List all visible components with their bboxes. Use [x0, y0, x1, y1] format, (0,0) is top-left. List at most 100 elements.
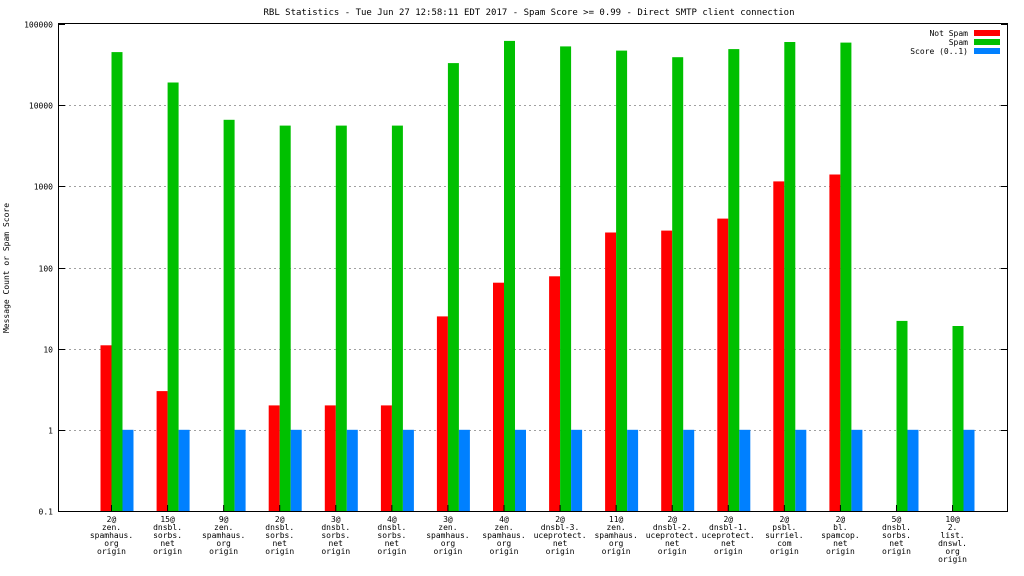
x-category-label: zen.	[214, 523, 233, 532]
bar-score-0-1	[683, 429, 695, 511]
bar-spam	[391, 125, 403, 511]
bar-spam	[728, 49, 740, 511]
legend-label: Score (0..1)	[910, 47, 968, 56]
y-tick-label: 10000	[29, 102, 53, 111]
x-category-label: list.	[941, 531, 965, 540]
x-category-label: psbl.	[772, 523, 796, 532]
x-category-label: origin	[490, 547, 519, 556]
bar-score-0-1	[571, 429, 583, 511]
bar-spam	[784, 42, 796, 511]
bar-score-0-1	[402, 429, 414, 511]
x-category-label: sorbs.	[882, 531, 911, 540]
bar-not-spam	[436, 316, 448, 511]
bar-score-0-1	[458, 429, 470, 511]
x-category-label: origin	[377, 547, 406, 556]
bar-score-0-1	[739, 429, 751, 511]
x-category-label: 3@	[443, 515, 453, 524]
bar-spam	[952, 326, 964, 511]
bar-not-spam	[829, 174, 841, 511]
y-tick-label: 0.1	[39, 508, 54, 517]
x-category-label: 2@	[275, 515, 285, 524]
x-category-label: spamhaus.	[594, 531, 637, 540]
legend-label: Spam	[949, 38, 968, 47]
x-category-label: 2@	[107, 515, 117, 524]
x-category-label: net	[889, 539, 904, 548]
bars-layer	[100, 40, 975, 512]
legend-label: Not Spam	[929, 29, 968, 38]
x-category-label: bl.	[833, 523, 847, 532]
y-tick-label: 100	[39, 265, 54, 274]
x-category-label: origin	[433, 547, 462, 556]
plot-frame	[58, 23, 1008, 512]
bar-score-0-1	[178, 429, 190, 511]
bar-not-spam	[380, 405, 392, 511]
x-category-label: origin	[882, 547, 911, 556]
bar-not-spam	[156, 391, 168, 511]
x-category-label: 2@	[723, 515, 733, 524]
x-category-label: net	[553, 539, 568, 548]
x-category-label: dnsbl-3.	[541, 523, 580, 532]
x-category-label: 4@	[387, 515, 397, 524]
x-category-label: sorbs.	[265, 531, 294, 540]
x-category-label: org	[216, 539, 231, 548]
y-tick-label: 1	[48, 427, 53, 436]
x-category-label: 4@	[499, 515, 509, 524]
x-category-label: zen.	[438, 523, 457, 532]
x-category-label: surriel.	[765, 531, 804, 540]
bar-score-0-1	[795, 429, 807, 511]
bar-spam	[447, 63, 459, 511]
x-category-label: sorbs.	[153, 531, 182, 540]
x-category-label: dnsbl-2.	[653, 523, 692, 532]
x-category-label: uceprotect.	[534, 531, 587, 540]
bar-not-spam	[324, 405, 336, 511]
bar-spam	[616, 50, 628, 511]
x-category-label: spamcop.	[821, 531, 860, 540]
x-category-label: spamhaus.	[90, 531, 133, 540]
bar-spam	[335, 125, 347, 511]
bar-not-spam	[773, 181, 785, 511]
bar-not-spam	[100, 345, 112, 511]
bar-not-spam	[605, 232, 617, 511]
x-category-label: sorbs.	[321, 531, 350, 540]
bar-not-spam	[717, 218, 729, 511]
x-category-label: dnsbl.	[321, 523, 350, 532]
y-tick-label: 10	[43, 346, 53, 355]
x-category-label: org	[497, 539, 512, 548]
x-category-label: origin	[321, 547, 350, 556]
x-category-label: zen.	[606, 523, 625, 532]
chart-title: RBL Statistics - Tue Jun 27 12:58:11 EDT…	[263, 8, 794, 18]
x-category-label: dnsbl.	[882, 523, 911, 532]
x-category-label: dnsbl.	[153, 523, 182, 532]
x-category-label: uceprotect.	[646, 531, 699, 540]
bar-score-0-1	[122, 429, 134, 511]
bar-spam	[672, 57, 684, 511]
bar-score-0-1	[290, 429, 302, 511]
bar-not-spam	[268, 405, 280, 511]
x-category-label: origin	[770, 547, 799, 556]
x-category-label: origin	[714, 547, 743, 556]
x-category-label: origin	[658, 547, 687, 556]
x-category-label: 15@	[160, 515, 175, 524]
x-category-label: net	[721, 539, 736, 548]
x-category-label: origin	[153, 547, 182, 556]
x-category-label: net	[272, 539, 287, 548]
x-category-label: dnsbl.	[265, 523, 294, 532]
bar-spam	[560, 46, 572, 512]
x-category-label: org	[609, 539, 624, 548]
x-labels-layer: 2@zen.spamhaus.orgorigin15@dnsbl.sorbs.n…	[90, 505, 967, 564]
x-category-label: uceprotect.	[702, 531, 755, 540]
bar-spam	[840, 42, 852, 511]
x-category-label: net	[160, 539, 175, 548]
bar-spam	[896, 320, 908, 511]
x-category-label: origin	[546, 547, 575, 556]
x-category-label: spamhaus.	[482, 531, 525, 540]
grid-layer	[59, 105, 1007, 431]
x-category-label: net	[665, 539, 680, 548]
x-category-label: zen.	[102, 523, 121, 532]
x-category-label: org	[945, 547, 960, 556]
x-category-label: 9@	[219, 515, 229, 524]
bar-score-0-1	[851, 429, 863, 511]
x-category-label: org	[441, 539, 456, 548]
x-category-label: origin	[265, 547, 294, 556]
